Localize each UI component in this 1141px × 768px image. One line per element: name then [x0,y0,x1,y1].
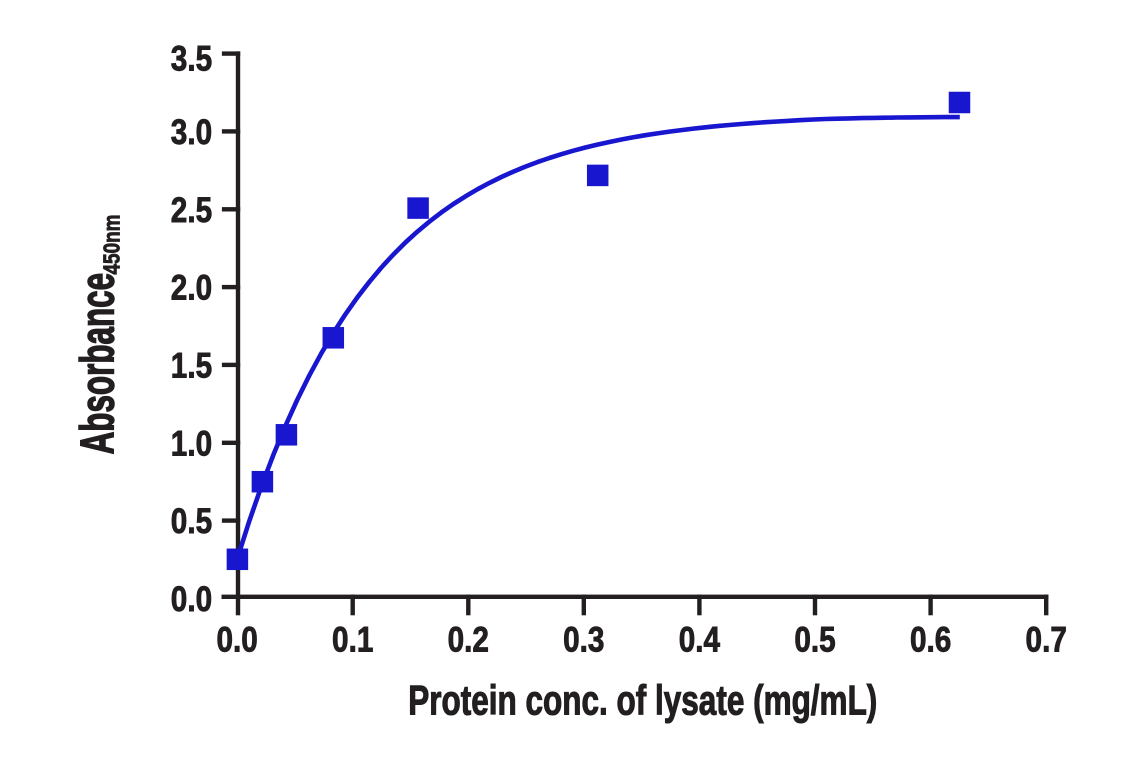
svg-text:0.4: 0.4 [679,620,721,660]
svg-text:0.5: 0.5 [794,620,835,660]
svg-text:2.0: 2.0 [171,268,212,308]
svg-text:2.5: 2.5 [171,190,212,230]
svg-text:0.5: 0.5 [171,501,212,541]
svg-text:0.6: 0.6 [910,620,951,660]
svg-text:1.5: 1.5 [171,346,212,386]
svg-text:0.1: 0.1 [332,620,373,660]
svg-text:0.0: 0.0 [216,620,257,660]
svg-text:0.0: 0.0 [171,579,212,619]
svg-text:0.2: 0.2 [448,620,489,660]
svg-text:0.7: 0.7 [1026,620,1067,660]
svg-text:1.0: 1.0 [171,423,212,463]
svg-text:3.5: 3.5 [171,39,212,79]
svg-text:450nm: 450nm [99,215,125,275]
svg-text:3.0: 3.0 [171,112,212,152]
svg-text:Protein conc. of lysate (mg/mL: Protein conc. of lysate (mg/mL) [408,677,877,724]
svg-text:Absorbance: Absorbance [71,273,124,455]
svg-text:0.3: 0.3 [563,620,604,660]
